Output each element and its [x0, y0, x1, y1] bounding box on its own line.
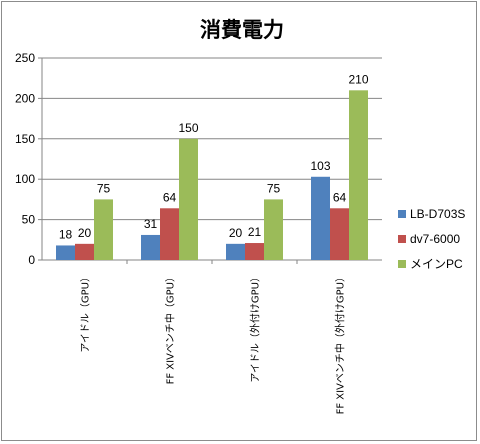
bar — [94, 199, 113, 260]
y-tick-label: 0 — [28, 253, 35, 267]
data-label: 64 — [163, 190, 177, 204]
plot-area: 0 50 100 150 200 250 18 20 75 アイドル（GPU） 31 64 150 FF … — [15, 51, 382, 414]
legend-label: メインPC — [410, 257, 463, 271]
x-category-label: アイドル（外付けGPU） — [249, 272, 262, 383]
y-tick-label: 50 — [22, 213, 36, 227]
data-label: 64 — [333, 190, 347, 204]
bar — [245, 243, 264, 260]
data-label: 75 — [267, 181, 281, 195]
data-label: 31 — [144, 217, 158, 231]
y-tick-label: 100 — [15, 172, 35, 186]
y-tick-label: 200 — [15, 91, 35, 105]
chart-title: 消費電力 — [200, 18, 284, 42]
bar — [264, 199, 283, 260]
data-label: 20 — [78, 226, 92, 240]
bar — [330, 208, 349, 260]
x-category-label: FF XIVベンチ中（GPU） — [164, 272, 177, 384]
data-label: 18 — [59, 227, 73, 241]
legend-swatch — [398, 235, 406, 243]
data-label: 21 — [248, 225, 262, 239]
bar — [160, 208, 179, 260]
data-label: 210 — [348, 72, 368, 86]
bar — [349, 90, 368, 260]
y-tick-label: 250 — [15, 51, 35, 65]
x-category-label: FF XIVベンチ中（外付けGPU） — [334, 272, 347, 414]
data-label: 20 — [229, 226, 243, 240]
bar — [75, 243, 94, 260]
data-label: 75 — [97, 181, 111, 195]
bar — [179, 138, 198, 260]
bar — [311, 176, 330, 260]
y-tick-label: 150 — [15, 132, 35, 146]
bar — [226, 243, 245, 260]
legend-swatch — [398, 260, 406, 268]
legend-label: LB-D703S — [410, 207, 465, 221]
legend-swatch — [398, 210, 406, 218]
data-label: 150 — [178, 121, 198, 135]
legend: LB-D703S dv7-6000 メインPC — [398, 207, 465, 271]
legend-label: dv7-6000 — [410, 232, 460, 246]
bar — [141, 234, 160, 260]
bar — [56, 245, 75, 260]
data-label: 103 — [310, 159, 330, 173]
x-category-label: アイドル（GPU） — [80, 272, 92, 353]
